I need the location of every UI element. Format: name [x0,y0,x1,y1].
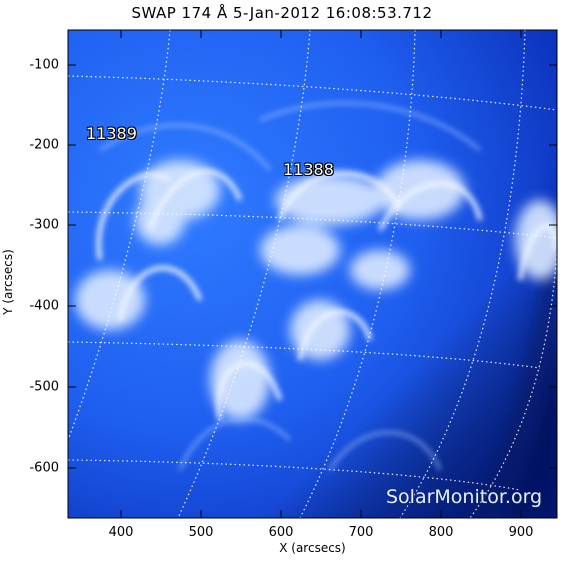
active-region-label: 11389 [86,124,137,143]
x-tick-label: 700 [348,525,374,540]
x-tick-label: 400 [108,525,134,540]
heliographic-grid [68,30,557,518]
watermark: SolarMonitor.org [386,486,543,508]
image-title: SWAP 174 Å 5-Jan-2012 16:08:53.712 [131,4,433,22]
y-tick-label: -500 [29,379,59,395]
y-tick-label: -300 [29,217,59,233]
active-region-label: 11388 [283,160,334,179]
y-tick-label: -600 [29,460,59,476]
plot-border [67,29,558,519]
y-tick-label: -400 [29,298,59,314]
x-tick-label: 800 [428,525,454,540]
y-tick-label: -100 [29,57,59,73]
x-axis-label: X (arcsecs) [279,541,346,555]
x-tick-label: 600 [268,525,294,540]
corona-image [68,30,557,518]
x-tick-label: 500 [188,525,214,540]
axis-ticks [68,30,557,518]
x-tick-label: 900 [508,525,534,540]
y-axis-label: Y (arcsecs) [1,249,15,315]
y-tick-label: -200 [29,137,59,153]
